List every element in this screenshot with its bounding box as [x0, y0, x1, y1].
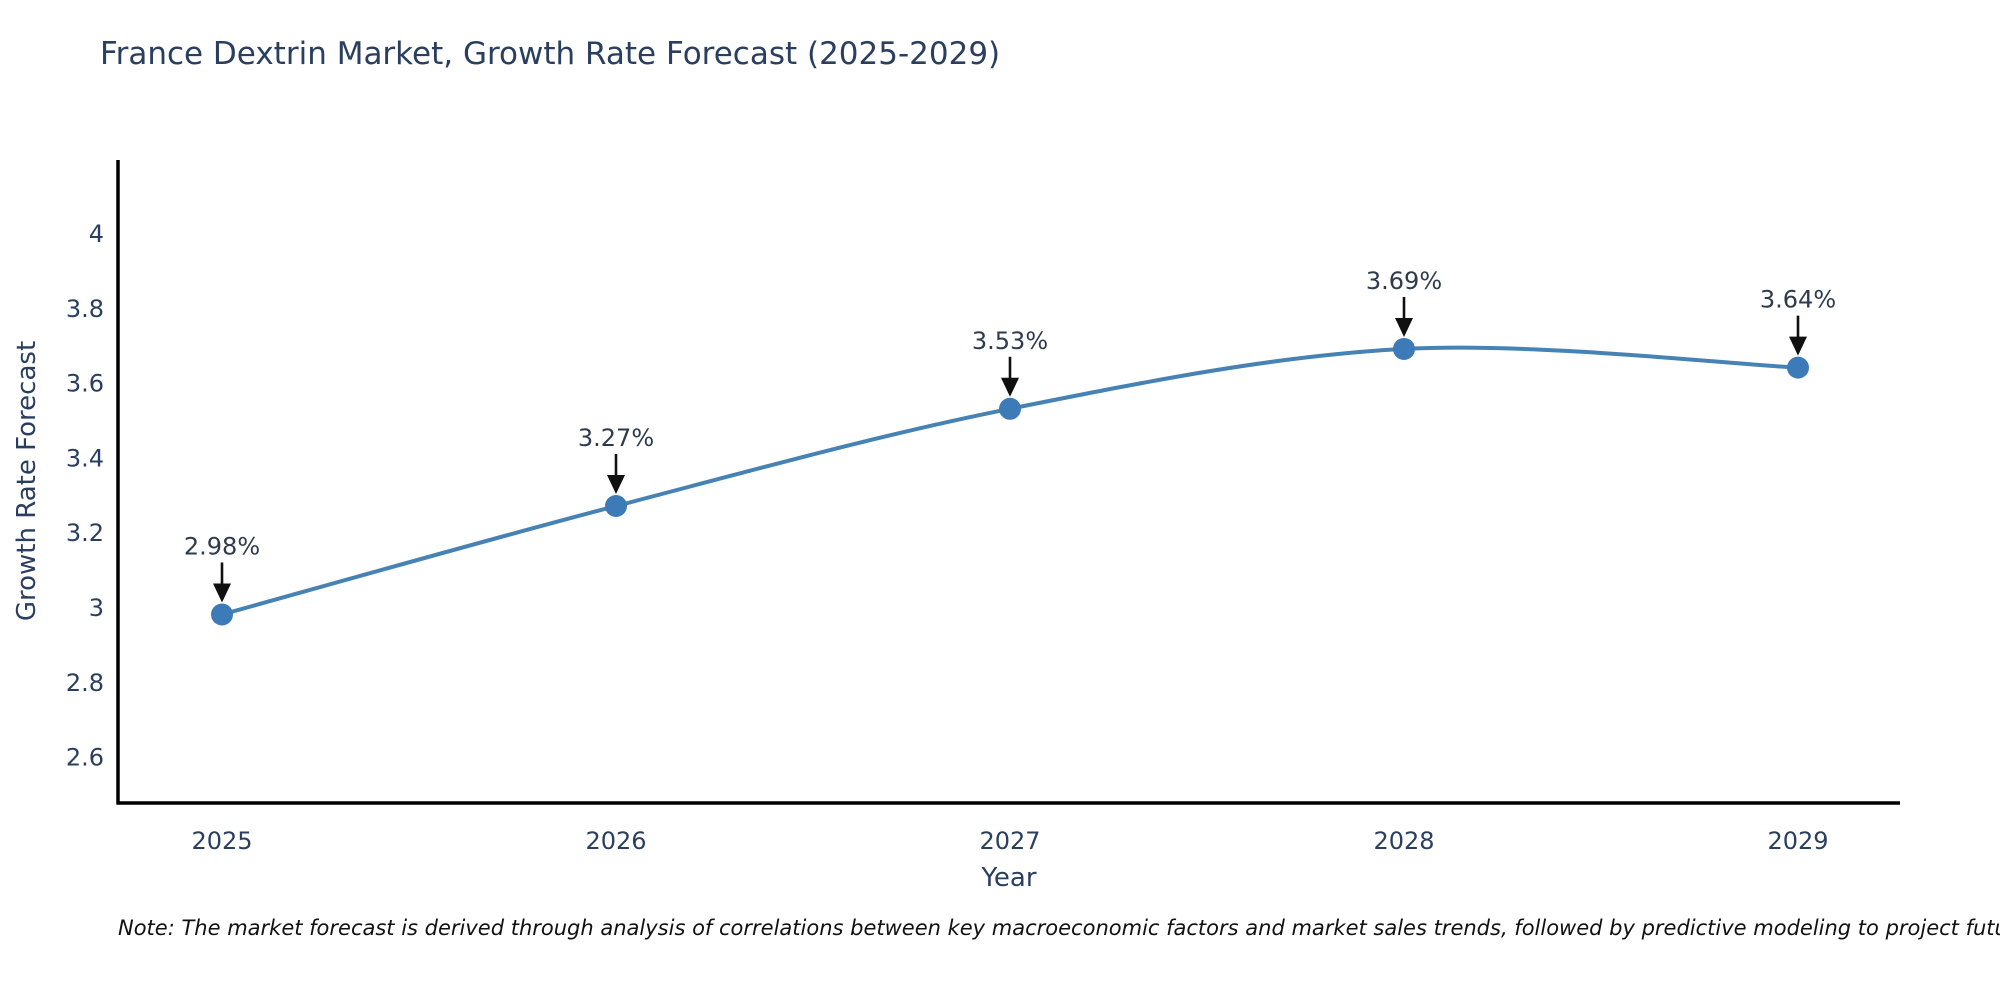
y-tick-label: 3.8	[66, 295, 104, 323]
data-point-marker	[605, 495, 627, 518]
y-tick-label: 3.2	[66, 519, 104, 547]
x-axis-title: Year	[981, 863, 1037, 893]
x-tick-label: 2029	[1767, 827, 1828, 855]
y-tick-label: 2.8	[66, 669, 104, 697]
annotation-arrow-head	[1789, 336, 1807, 356]
y-tick-label: 3.4	[66, 444, 104, 472]
data-point-label: 3.53%	[972, 327, 1048, 355]
data-point-label: 2.98%	[184, 532, 260, 560]
annotation-arrow-head	[213, 583, 231, 603]
annotation-arrow-head	[607, 475, 625, 495]
x-tick-label: 2026	[585, 827, 646, 855]
annotation-arrow-head	[1001, 377, 1019, 397]
data-point-label: 3.64%	[1760, 286, 1836, 314]
data-point-marker	[1393, 337, 1415, 360]
data-point-marker	[1787, 356, 1809, 379]
data-point-marker	[211, 603, 233, 626]
x-tick-label: 2025	[191, 827, 252, 855]
x-tick-label: 2027	[979, 827, 1040, 855]
y-tick-label: 3	[89, 594, 104, 622]
annotation-arrow-head	[1395, 317, 1413, 337]
y-tick-label: 3.6	[66, 370, 104, 398]
y-tick-label: 4	[89, 220, 104, 248]
chart-title: France Dextrin Market, Growth Rate Forec…	[100, 36, 1001, 72]
y-tick-label: 2.6	[66, 744, 104, 772]
data-point-marker	[999, 397, 1021, 420]
data-point-label: 3.69%	[1366, 267, 1442, 295]
x-tick-label: 2028	[1373, 827, 1434, 855]
footnote: Note: The market forecast is derived thr…	[118, 916, 2000, 940]
data-point-label: 3.27%	[578, 424, 654, 452]
